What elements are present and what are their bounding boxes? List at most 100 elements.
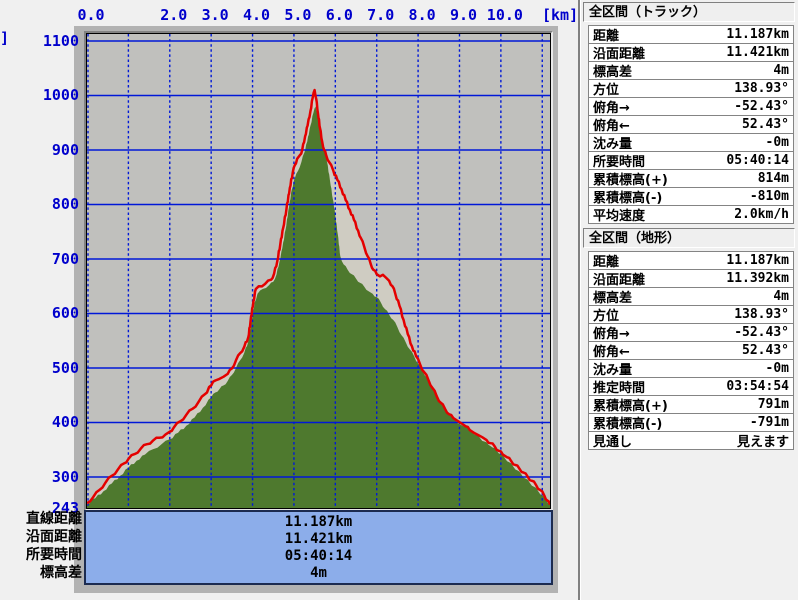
summary-label: 標高差 bbox=[0, 564, 82, 582]
stat-value: 11.187km bbox=[726, 253, 789, 268]
y-tick-label: 1100 bbox=[0, 32, 79, 50]
stat-label: 距離 bbox=[593, 25, 619, 44]
x-tick-label: 2.0 bbox=[160, 6, 187, 24]
stat-row: 所要時間 05:40:14 bbox=[588, 152, 794, 170]
profile-plot-svg bbox=[87, 34, 550, 508]
summary-info-box: 11.187km11.421km05:40:144m bbox=[84, 510, 553, 585]
x-tick-label: 7.0 bbox=[367, 6, 394, 24]
stat-value: 11.392km bbox=[726, 271, 789, 286]
stat-row: 距離 11.187km bbox=[588, 251, 794, 270]
stat-label: 沈み量 bbox=[593, 359, 632, 378]
stat-value: 138.93° bbox=[734, 307, 789, 322]
stat-row: 標高差 4m bbox=[588, 288, 794, 306]
stat-label: 距離 bbox=[593, 251, 619, 270]
stat-label: 方位 bbox=[593, 305, 619, 324]
stat-label: 標高差 bbox=[593, 61, 632, 80]
stat-value: 2.0km/h bbox=[734, 207, 789, 222]
stat-value: 52.43° bbox=[742, 117, 789, 132]
stat-value: -810m bbox=[750, 189, 789, 204]
stat-label: 沿面距離 bbox=[593, 43, 645, 62]
stat-row: 沿面距離 11.392km bbox=[588, 270, 794, 288]
y-tick-label: 900 bbox=[0, 141, 79, 159]
x-tick-label: 9.0 bbox=[450, 6, 477, 24]
stat-row: 累積標高(-) -791m bbox=[588, 414, 794, 432]
y-tick-label: 500 bbox=[0, 359, 79, 377]
stat-row: 平均速度 2.0km/h bbox=[588, 206, 794, 224]
stat-value: 見えます bbox=[737, 431, 789, 450]
stat-value: 4m bbox=[773, 63, 789, 78]
stat-row: 俯角→ -52.43° bbox=[588, 324, 794, 342]
y-tick-label: 700 bbox=[0, 250, 79, 268]
stat-label: 推定時間 bbox=[593, 377, 645, 396]
stat-label: 累積標高(+) bbox=[593, 395, 668, 414]
y-tick-label: 600 bbox=[0, 304, 79, 322]
stat-label: 所要時間 bbox=[593, 151, 645, 170]
stat-value: 814m bbox=[758, 171, 789, 186]
x-tick-label: 5.0 bbox=[284, 6, 311, 24]
stat-label: 見通し bbox=[593, 431, 632, 450]
stat-label: 方位 bbox=[593, 79, 619, 98]
stat-row: 標高差 4m bbox=[588, 62, 794, 80]
summary-label: 沿面距離 bbox=[0, 528, 82, 546]
stat-row: 距離 11.187km bbox=[588, 25, 794, 44]
stat-row: 方位 138.93° bbox=[588, 80, 794, 98]
track-section-header: 全区間（トラック） bbox=[583, 2, 795, 22]
terrain-stats-table: 距離 11.187km 沿面距離 11.392km 標高差 4m 方位 138.93° 俯角→ -… bbox=[588, 251, 794, 450]
terrain-section-header: 全区間（地形） bbox=[583, 228, 795, 248]
stat-value: -0m bbox=[766, 135, 789, 150]
stat-label: 平均速度 bbox=[593, 205, 645, 224]
stat-value: 11.187km bbox=[726, 27, 789, 42]
stat-value: -52.43° bbox=[734, 325, 789, 340]
elevation-profile-plot bbox=[86, 33, 551, 509]
y-tick-label: 800 bbox=[0, 195, 79, 213]
stat-row: 累積標高(+) 791m bbox=[588, 396, 794, 414]
y-tick-label: 400 bbox=[0, 413, 79, 431]
stat-value: 791m bbox=[758, 397, 789, 412]
summary-value: 4m bbox=[86, 565, 551, 582]
stat-value: 11.421km bbox=[726, 45, 789, 60]
summary-value: 05:40:14 bbox=[86, 548, 551, 565]
x-axis-unit-label: [km] bbox=[542, 6, 578, 24]
stat-value: 05:40:14 bbox=[726, 153, 789, 168]
elevation-profile-window: { "axes": { "x": { "unit": "[km]", "clip… bbox=[0, 0, 800, 600]
stat-row: 累積標高(+) 814m bbox=[588, 170, 794, 188]
stat-row: 見通し 見えます bbox=[588, 432, 794, 450]
summary-value: 11.187km bbox=[86, 514, 551, 531]
stat-value: -52.43° bbox=[734, 99, 789, 114]
stat-row: 沿面距離 11.421km bbox=[588, 44, 794, 62]
stat-row: 方位 138.93° bbox=[588, 306, 794, 324]
plot-frame bbox=[84, 31, 553, 511]
stat-label: 標高差 bbox=[593, 287, 632, 306]
y-tick-label: 1000 bbox=[0, 86, 79, 104]
stat-row: 沈み量 -0m bbox=[588, 360, 794, 378]
summary-label: 所要時間 bbox=[0, 546, 82, 564]
stat-value: 4m bbox=[773, 289, 789, 304]
stat-value: 138.93° bbox=[734, 81, 789, 96]
stat-value: -791m bbox=[750, 415, 789, 430]
stat-label: 沿面距離 bbox=[593, 269, 645, 288]
stat-label: 俯角← bbox=[593, 115, 630, 134]
stat-row: 累積標高(-)-810m bbox=[588, 188, 794, 206]
stat-label: 俯角→ bbox=[593, 323, 630, 342]
stat-label: 俯角← bbox=[593, 341, 630, 360]
stat-value: 03:54:54 bbox=[726, 379, 789, 394]
stat-label: 俯角→ bbox=[593, 97, 630, 116]
x-tick-label: 3.0 bbox=[202, 6, 229, 24]
x-tick-label: 6.0 bbox=[326, 6, 353, 24]
x-tick-label: 10.0 bbox=[487, 6, 523, 24]
summary-labels: 直線距離沿面距離所要時間標高差 bbox=[0, 510, 82, 582]
x-tick-label: 8.0 bbox=[409, 6, 436, 24]
x-tick-label: 4.0 bbox=[243, 6, 270, 24]
stat-label: 沈み量 bbox=[593, 133, 632, 152]
stat-row: 俯角→ -52.43° bbox=[588, 98, 794, 116]
x-tick-label: 0.0 bbox=[77, 6, 104, 24]
y-tick-label: 300 bbox=[0, 468, 79, 486]
stat-label: 累積標高(-) bbox=[593, 413, 662, 432]
summary-value: 11.421km bbox=[86, 531, 551, 548]
stat-row: 俯角← 52.43° bbox=[588, 342, 794, 360]
stat-row: 俯角← 52.43° bbox=[588, 116, 794, 134]
track-stats-table: 距離 11.187km 沿面距離 11.421km 標高差 4m 方位 138.93° 俯角→ -… bbox=[588, 25, 794, 224]
stat-label: 累積標高(+) bbox=[593, 169, 668, 188]
stat-value: -0m bbox=[766, 361, 789, 376]
stat-value: 52.43° bbox=[742, 343, 789, 358]
